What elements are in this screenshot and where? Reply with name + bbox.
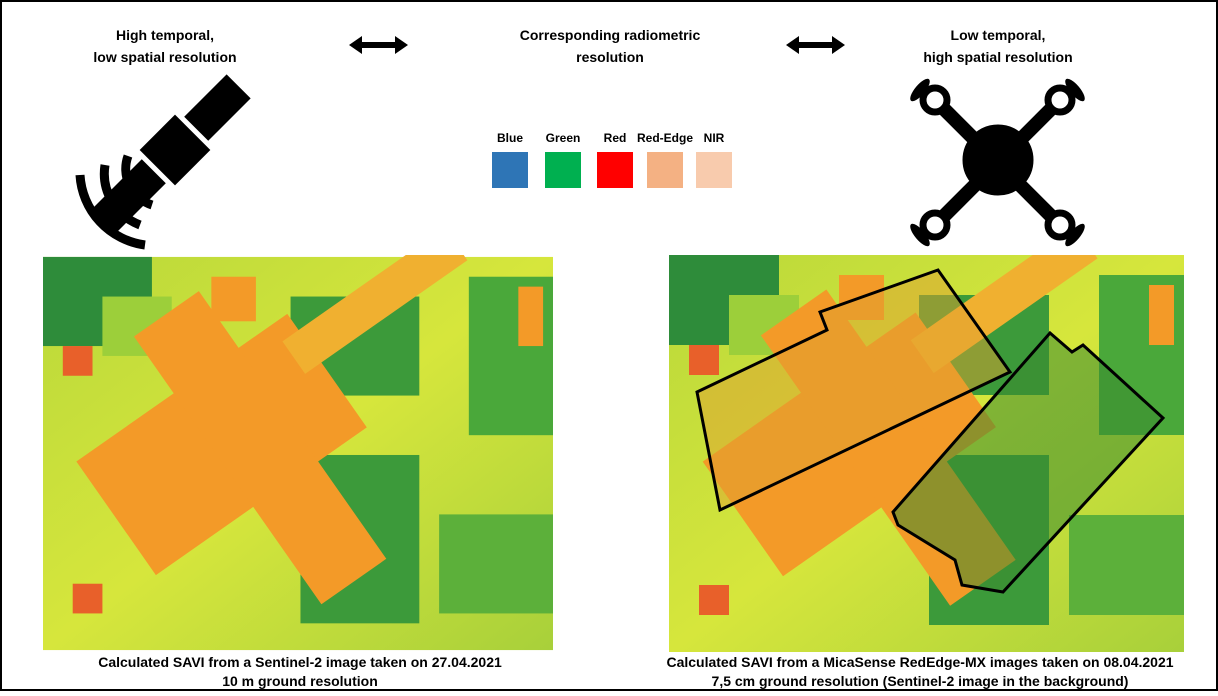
band-swatch bbox=[647, 152, 683, 188]
band-label: NIR bbox=[704, 131, 725, 145]
header-left-1: High temporal, bbox=[116, 27, 214, 43]
band-swatch bbox=[696, 152, 732, 188]
band-label: Blue bbox=[497, 131, 523, 145]
band-swatch bbox=[492, 152, 528, 188]
header-left-2: low spatial resolution bbox=[93, 49, 236, 65]
band-swatch bbox=[597, 152, 633, 188]
caption-left-2: 10 m ground resolution bbox=[222, 673, 378, 689]
drone-icon bbox=[907, 76, 1088, 249]
caption-right-2: 7,5 cm ground resolution (Sentinel-2 ima… bbox=[712, 673, 1129, 689]
band-label: Red-Edge bbox=[637, 131, 693, 145]
header-right-2: high spatial resolution bbox=[923, 49, 1072, 65]
band-label: Red bbox=[604, 131, 627, 145]
band-legend: Blue Green Red Red-Edge NIR bbox=[492, 131, 732, 188]
header-center-1: Corresponding radiometric bbox=[520, 27, 701, 43]
satellite-icon bbox=[80, 69, 256, 245]
figure: High temporal, low spatial resolution Co… bbox=[0, 0, 1218, 691]
band-label: Green bbox=[546, 131, 581, 145]
header-center-2: resolution bbox=[576, 49, 644, 65]
caption-left-1: Calculated SAVI from a Sentinel-2 image … bbox=[98, 654, 502, 670]
header-right-1: Low temporal, bbox=[951, 27, 1046, 43]
band-swatch bbox=[545, 152, 581, 188]
caption-right-1: Calculated SAVI from a MicaSense RedEdge… bbox=[666, 654, 1173, 670]
